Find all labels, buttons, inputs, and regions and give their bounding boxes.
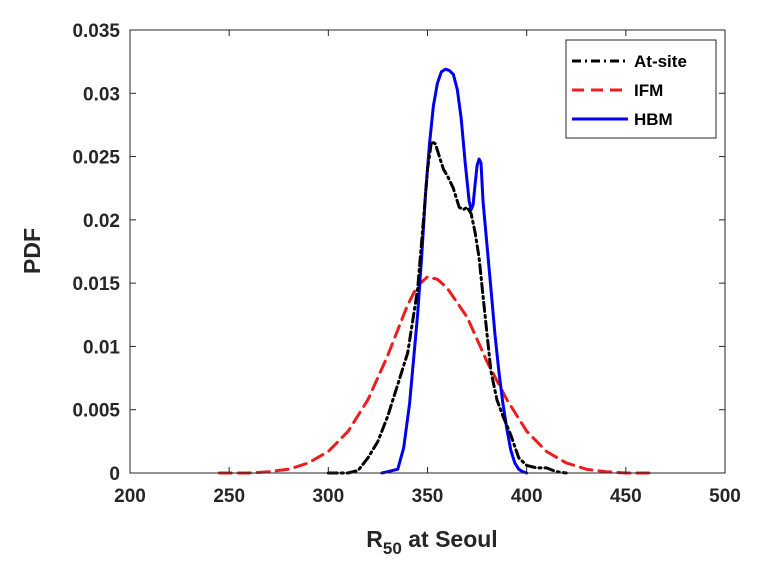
y-tick-label: 0	[109, 464, 120, 485]
y-tick-label: 0.035	[72, 21, 120, 42]
y-tick-label: 0.025	[72, 148, 120, 169]
series-line-hbm	[380, 67, 529, 475]
y-tick-label: 0.01	[83, 337, 120, 358]
x-tick-label: 450	[610, 486, 642, 507]
y-axis-label: PDF	[19, 228, 45, 274]
legend: At-site IFM HBM	[565, 39, 717, 139]
x-tick-label: 350	[412, 486, 444, 507]
series-line-at-site	[326, 139, 568, 475]
x-axis-label: R50 at Seoul	[366, 526, 497, 558]
legend-label-at-site: At-site	[634, 52, 687, 71]
x-tick-label: 200	[114, 486, 146, 507]
x-axis-label-subscript: 50	[383, 539, 402, 558]
x-tick-label: 300	[312, 486, 344, 507]
legend-label-ifm: IFM	[634, 81, 663, 100]
y-tick-label: 0.015	[72, 274, 120, 295]
x-tick-label: 400	[511, 486, 543, 507]
y-tick-label: 0.005	[72, 401, 120, 422]
y-tick-label: 0.03	[83, 84, 120, 105]
x-axis-ticks: 200 250 300 350 400 450 500	[114, 30, 741, 507]
x-tick-label: 500	[709, 486, 741, 507]
y-tick-label: 0.02	[83, 211, 120, 232]
series-layer	[217, 67, 658, 475]
x-tick-label: 250	[213, 486, 245, 507]
series-line-ifm	[217, 275, 658, 475]
x-axis-label-rest: at Seoul	[402, 526, 498, 552]
legend-label-hbm: HBM	[634, 110, 673, 129]
y-axis-ticks: 0 0.005 0.01 0.015 0.02 0.025 0.03 0.035	[72, 21, 725, 485]
